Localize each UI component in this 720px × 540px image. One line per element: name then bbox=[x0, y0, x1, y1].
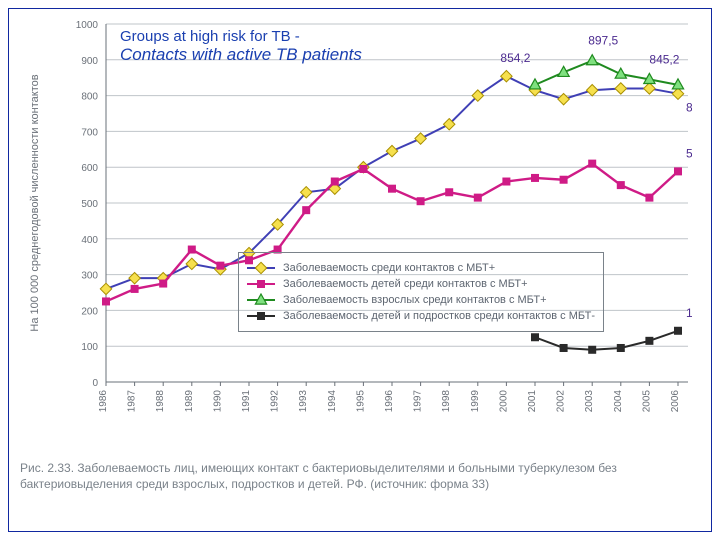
title-line-1: Groups at high risk for TB - bbox=[120, 28, 362, 45]
svg-text:2005: 2005 bbox=[641, 390, 652, 413]
svg-text:1999: 1999 bbox=[470, 390, 481, 413]
svg-text:400: 400 bbox=[81, 235, 98, 246]
svg-text:805,3: 805,3 bbox=[686, 101, 692, 115]
legend-item: Заболеваемость среди контактов с МБТ+ bbox=[247, 261, 595, 275]
svg-text:1987: 1987 bbox=[127, 390, 138, 413]
svg-text:900: 900 bbox=[81, 56, 98, 67]
svg-text:0: 0 bbox=[92, 378, 98, 389]
svg-text:500: 500 bbox=[81, 199, 98, 210]
legend-label: Заболеваемость детей среди контактов с М… bbox=[283, 278, 528, 290]
legend: Заболеваемость среди контактов с МБТ+ Заб… bbox=[238, 252, 604, 332]
title-line-2: Contacts with active TB patients bbox=[120, 45, 362, 65]
svg-text:1997: 1997 bbox=[413, 390, 424, 413]
svg-text:897,5: 897,5 bbox=[588, 34, 618, 48]
svg-text:2000: 2000 bbox=[498, 390, 509, 413]
svg-text:1991: 1991 bbox=[241, 390, 252, 413]
svg-text:700: 700 bbox=[81, 127, 98, 138]
svg-text:854,2: 854,2 bbox=[500, 51, 530, 65]
svg-text:1990: 1990 bbox=[212, 390, 223, 413]
legend-swatch bbox=[247, 277, 275, 291]
svg-text:100: 100 bbox=[81, 342, 98, 353]
svg-text:1994: 1994 bbox=[327, 390, 338, 413]
legend-swatch bbox=[247, 293, 275, 307]
legend-label: Заболеваемость взрослых среди контактов … bbox=[283, 294, 547, 306]
svg-text:1995: 1995 bbox=[355, 390, 366, 413]
plot-svg: 0 100 200 300 400 500 600 700 800 900 1000 1986 1987… bbox=[20, 14, 692, 454]
svg-text:2003: 2003 bbox=[584, 390, 595, 413]
legend-swatch bbox=[247, 309, 275, 323]
svg-text:2002: 2002 bbox=[556, 390, 567, 413]
svg-text:2004: 2004 bbox=[613, 390, 624, 413]
legend-swatch bbox=[247, 261, 275, 275]
chart-area: Groups at high risk for TB - Contacts wi… bbox=[20, 14, 692, 454]
svg-text:1989: 1989 bbox=[184, 390, 195, 413]
svg-text:2006: 2006 bbox=[670, 390, 681, 413]
svg-text:1993: 1993 bbox=[298, 390, 309, 413]
svg-text:2001: 2001 bbox=[527, 390, 538, 413]
figure-caption: Рис. 2.33. Заболеваемость лиц, имеющих к… bbox=[20, 460, 692, 492]
svg-text:600: 600 bbox=[81, 163, 98, 174]
svg-text:1988: 1988 bbox=[155, 390, 166, 413]
svg-text:588,3: 588,3 bbox=[686, 146, 692, 160]
svg-text:1996: 1996 bbox=[384, 390, 395, 413]
svg-text:143,1: 143,1 bbox=[686, 306, 692, 320]
legend-item: Заболеваемость взрослых среди контактов … bbox=[247, 293, 595, 307]
legend-item: Заболеваемость детей среди контактов с М… bbox=[247, 277, 595, 291]
svg-text:200: 200 bbox=[81, 306, 98, 317]
svg-text:845,2: 845,2 bbox=[649, 52, 679, 66]
legend-label: Заболеваемость среди контактов с МБТ+ bbox=[283, 262, 495, 274]
legend-item: Заболеваемость детей и подростков среди … bbox=[247, 309, 595, 323]
svg-text:1998: 1998 bbox=[441, 390, 452, 413]
legend-label: Заболеваемость детей и подростков среди … bbox=[283, 310, 595, 322]
svg-text:300: 300 bbox=[81, 271, 98, 282]
svg-text:1986: 1986 bbox=[98, 390, 109, 413]
chart-title: Groups at high risk for TB - Contacts wi… bbox=[120, 28, 362, 65]
svg-text:800: 800 bbox=[81, 92, 98, 103]
svg-text:1000: 1000 bbox=[76, 20, 99, 31]
svg-text:На 100 000 среднегодовой числе: На 100 000 среднегодовой численности кон… bbox=[29, 74, 41, 331]
svg-text:1992: 1992 bbox=[270, 390, 281, 413]
